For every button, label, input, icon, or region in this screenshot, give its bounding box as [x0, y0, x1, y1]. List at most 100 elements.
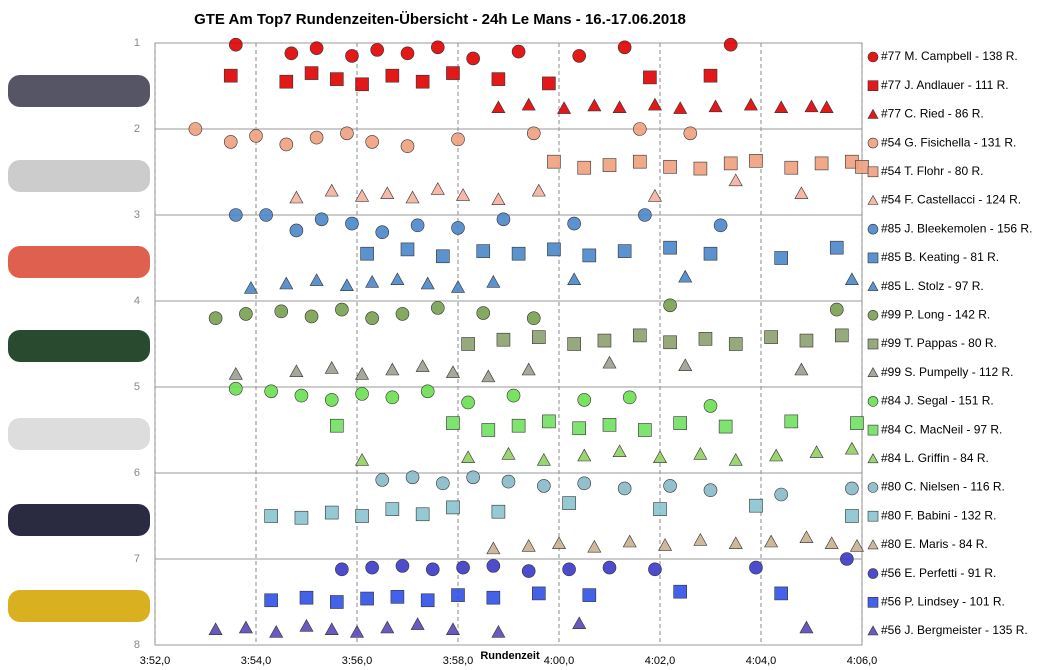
data-point — [385, 502, 400, 516]
data-point — [799, 530, 814, 544]
data-point — [622, 390, 637, 405]
data-point — [284, 46, 299, 61]
data-point — [461, 395, 475, 410]
legend-label: #77 M. Campbell - 138 R. — [881, 49, 1018, 63]
y-tick-label: 2 — [134, 123, 140, 135]
data-point — [693, 532, 708, 546]
y-tick-label: 7 — [134, 553, 140, 565]
data-point — [501, 474, 516, 489]
data-point — [547, 242, 561, 257]
data-point — [537, 479, 551, 493]
y-tick-label: 5 — [134, 381, 140, 393]
legend-label: #56 P. Lindsey - 101 R. — [881, 594, 1005, 608]
data-point — [663, 298, 677, 313]
data-point — [365, 274, 380, 288]
legend-marker — [867, 568, 879, 579]
legend-label: #99 T. Pappas - 80 R. — [881, 336, 997, 350]
legend-label: #80 F. Babini - 132 R. — [881, 508, 996, 522]
y-tick-label: 6 — [134, 467, 140, 479]
data-point — [536, 452, 551, 466]
data-point — [834, 328, 849, 343]
data-point — [764, 330, 778, 344]
data-point — [577, 448, 592, 462]
data-point — [238, 620, 253, 634]
legend-marker — [867, 453, 879, 464]
data-point — [314, 212, 329, 227]
x-tick-label: 4:02,0 — [645, 655, 676, 667]
data-point — [425, 562, 440, 577]
data-point — [430, 40, 445, 55]
data-point — [814, 156, 829, 171]
data-point — [557, 101, 572, 114]
data-point — [249, 129, 263, 143]
data-point — [521, 538, 536, 552]
data-point — [481, 369, 496, 383]
legend-label: #77 J. Andlauer - 111 R. — [881, 78, 1009, 92]
legend-label: #99 S. Pumpelly - 112 R. — [881, 365, 1014, 379]
legend-marker — [867, 625, 879, 636]
data-point — [355, 366, 370, 380]
data-point — [365, 135, 379, 149]
data-point — [562, 562, 576, 577]
x-tick-label: 3:56,0 — [342, 655, 373, 667]
legend-label: #54 G. Fisichella - 131 R. — [881, 135, 1016, 149]
data-point — [602, 158, 617, 172]
data-point — [304, 309, 319, 324]
data-point — [491, 504, 506, 519]
legend-label: #85 J. Bleekemolen - 156 R. — [881, 221, 1032, 235]
data-point — [420, 276, 435, 290]
data-point — [309, 130, 324, 145]
data-point — [643, 70, 657, 85]
car-icons — [8, 75, 150, 622]
data-point — [845, 509, 859, 523]
data-point — [602, 355, 617, 369]
data-point — [728, 452, 743, 466]
data-point — [501, 446, 516, 460]
data-point — [693, 446, 708, 460]
legend-label: #54 F. Castellacci - 124 R. — [881, 193, 1021, 207]
car — [8, 418, 150, 450]
data-point — [264, 593, 278, 608]
data-point — [617, 244, 632, 258]
legend-marker — [867, 367, 879, 378]
x-tick-label: 4:04,0 — [746, 655, 777, 667]
data-point — [567, 272, 582, 286]
data-point — [324, 622, 339, 636]
car — [8, 246, 150, 278]
data-point — [708, 99, 723, 113]
data-point — [617, 481, 632, 496]
legend-label: #85 L. Stolz - 97 R. — [881, 279, 984, 293]
car — [8, 504, 150, 536]
data-point — [491, 192, 506, 206]
data-point — [345, 216, 359, 231]
legend-label: #85 B. Keating - 81 R. — [881, 250, 999, 264]
data-point — [390, 272, 405, 286]
data-point — [743, 97, 758, 111]
data-point — [299, 618, 314, 632]
data-point — [380, 186, 395, 199]
data-point — [229, 381, 243, 396]
data-point — [365, 311, 379, 326]
legend-marker — [867, 539, 879, 550]
data-point — [728, 536, 743, 550]
data-point — [572, 49, 587, 63]
legend-marker — [867, 51, 879, 63]
data-point — [713, 218, 728, 233]
data-point — [229, 37, 243, 52]
x-tick-label: 4:00,0 — [544, 655, 575, 667]
data-point — [698, 332, 713, 346]
data-point — [542, 76, 556, 91]
x-tick-label: 4:06,0 — [847, 655, 878, 667]
data-point — [728, 173, 743, 187]
data-point — [774, 487, 789, 502]
data-point — [400, 139, 415, 153]
data-point — [461, 337, 475, 351]
data-point — [647, 188, 662, 202]
legend-marker — [867, 396, 879, 407]
data-point — [476, 244, 491, 258]
data-point — [531, 183, 546, 197]
legend-marker — [867, 166, 879, 178]
data-point — [355, 77, 369, 92]
data-point — [400, 46, 415, 61]
